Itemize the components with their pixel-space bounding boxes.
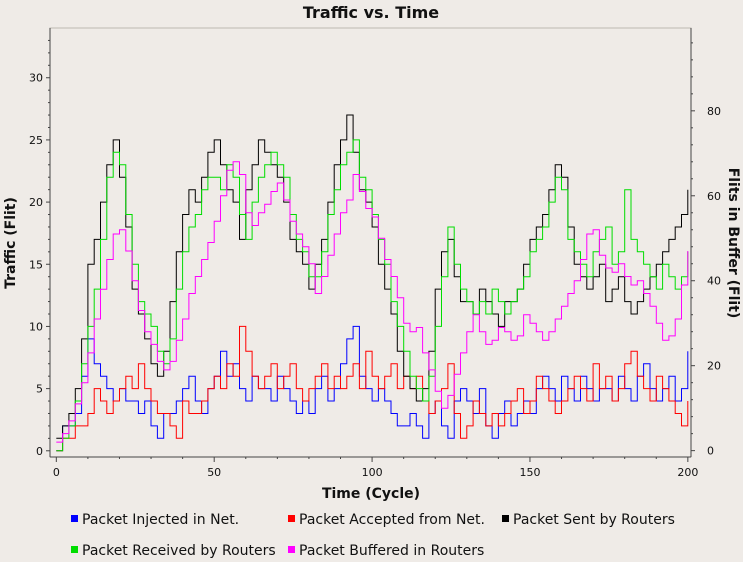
legend-swatch-received (71, 546, 78, 553)
legend: Packet Injected in Net. Packet Accepted … (71, 512, 675, 559)
y2-tick-label: 0 (707, 445, 714, 458)
y-tick-label: 10 (29, 320, 43, 333)
y2-tick-label: 60 (707, 190, 721, 203)
y-axis-title: Traffic (Flit) (3, 197, 19, 289)
axes-layer: 0 5 10 15 20 25 30 0 20 40 60 80 0 50 100 150 200 (29, 28, 721, 479)
legend-label-sent: Packet Sent by Routers (513, 512, 675, 528)
x-tick-label: 50 (207, 466, 221, 479)
y2-tick-label: 20 (707, 360, 721, 373)
legend-label-received: Packet Received by Routers (82, 543, 276, 559)
legend-swatch-buffered (288, 546, 295, 553)
legend-label-accepted: Packet Accepted from Net. (299, 512, 485, 528)
y2-tick-label: 80 (707, 105, 721, 118)
legend-swatch-sent (502, 515, 509, 522)
x-tick-label: 100 (362, 466, 383, 479)
chart-title: Traffic vs. Time (303, 3, 439, 22)
legend-label-buffered: Packet Buffered in Routers (299, 543, 484, 559)
series-line-3 (56, 139, 689, 452)
y-tick-label: 15 (29, 258, 43, 271)
legend-label-injected: Packet Injected in Net. (82, 512, 239, 528)
series-line-1 (56, 325, 689, 452)
y-tick-label: 5 (36, 383, 43, 396)
x-tick-label: 150 (519, 466, 540, 479)
series-line-4 (56, 161, 689, 443)
y2-tick-label: 40 (707, 275, 721, 288)
plot-area (49, 27, 692, 458)
x-tick-label: 200 (677, 466, 698, 479)
y2-axis-title: Flits in Buffer (Flit) (725, 168, 741, 319)
y-tick-label: 25 (29, 134, 43, 147)
series-layer (56, 114, 689, 452)
y-tick-label: 0 (36, 445, 43, 458)
x-tick-label: 0 (53, 466, 60, 479)
y-tick-label: 20 (29, 196, 43, 209)
x-axis-title: Time (Cycle) (322, 486, 420, 502)
legend-swatch-injected (71, 515, 78, 522)
y-tick-label: 30 (29, 72, 43, 85)
legend-swatch-accepted (288, 515, 295, 522)
